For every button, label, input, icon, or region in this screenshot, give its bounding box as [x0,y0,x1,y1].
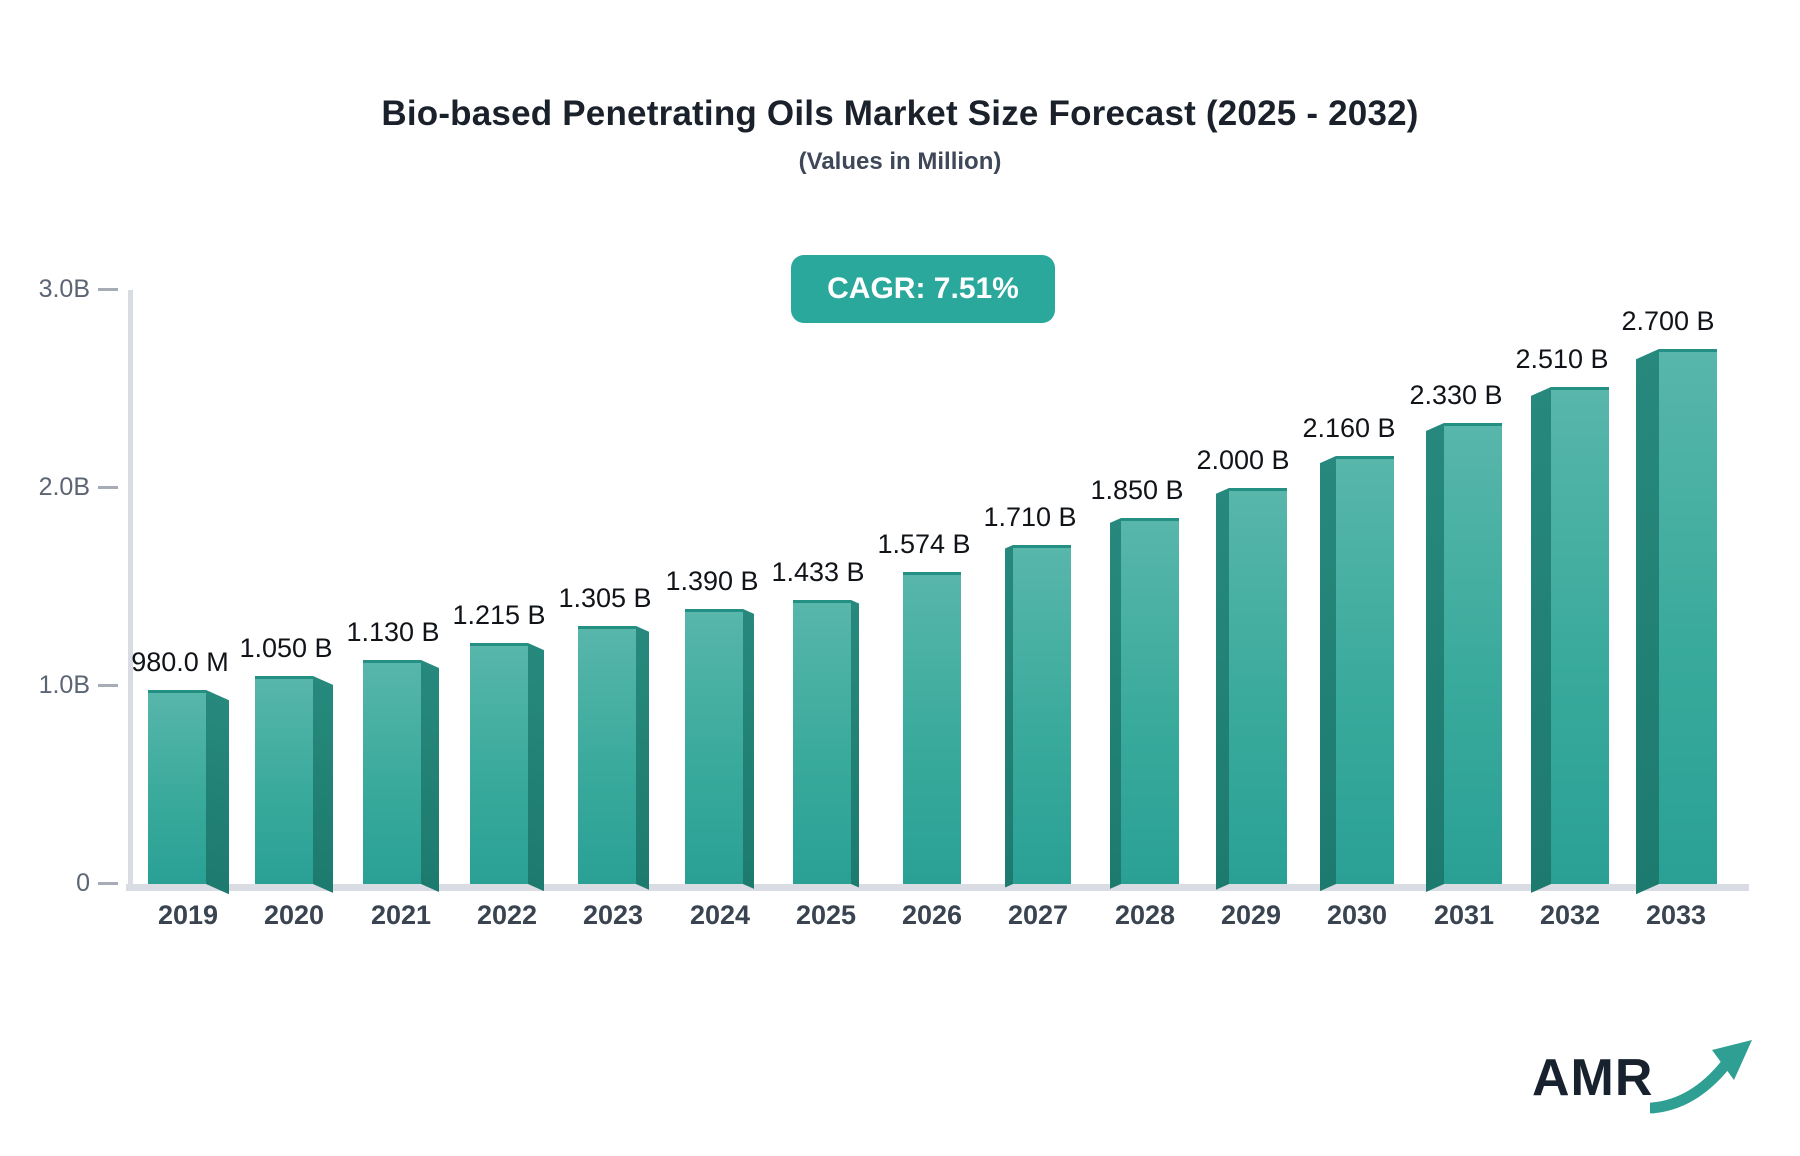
bar-value-label: 2.000 B [1196,445,1290,475]
chart-subtitle: (Values in Million) [798,148,1002,175]
y-tick-label: 0 [76,869,90,897]
x-axis-line [126,884,1749,891]
bar-side-face [206,690,229,895]
bar-side-face [421,660,439,893]
bar[interactable] [1444,423,1502,884]
bar-side-face [636,626,649,890]
amr-logo-text: AMR [1532,1049,1654,1107]
bar[interactable] [255,676,313,884]
x-axis-label: 2022 [476,900,538,930]
bar[interactable] [1229,488,1287,884]
bar-value-label: 1.390 B [665,566,759,596]
bar-side-face [743,609,754,889]
x-axis-label: 2028 [1114,900,1176,930]
bar-side-face [528,643,544,892]
x-axis-label: 2027 [1007,900,1069,930]
chart-title: Bio-based Penetrating Oils Market Size F… [381,94,1419,133]
x-axis-label: 2032 [1539,900,1601,930]
x-axis-label: 2024 [689,900,751,930]
bar-value-label: 980.0 M [131,647,229,677]
bar-side-face [1636,349,1659,895]
y-tick [98,882,118,885]
cagr-badge-label: CAGR: 7.51% [827,272,1019,305]
bar[interactable] [363,660,421,884]
cagr-badge: CAGR: 7.51% [791,255,1055,323]
bar-value-label: 1.050 B [239,633,333,663]
bar-side-face [1320,456,1336,892]
x-axis-label: 2025 [795,900,857,930]
bar-value-label: 1.710 B [983,502,1077,532]
bar-side-face [1531,387,1551,893]
y-tick-label: 1.0B [38,671,90,699]
bar-value-label: 1.433 B [771,557,865,587]
bar[interactable] [1659,349,1717,884]
bar-side-face [1110,518,1121,889]
x-axis-label: 2030 [1326,900,1388,930]
x-axis-label: 2026 [901,900,963,930]
y-tick [98,486,118,489]
bar-side-face [1005,545,1013,888]
bar[interactable] [1336,456,1394,884]
bar[interactable] [793,600,851,884]
bar-value-label: 2.330 B [1409,380,1503,410]
bar-value-label: 1.574 B [877,529,971,559]
y-tick-label: 2.0B [38,473,90,501]
bar[interactable] [470,643,528,884]
x-axis-label: 2019 [157,900,219,930]
bar-value-label: 1.130 B [346,617,440,647]
bar[interactable] [1121,518,1179,884]
amr-logo: AMR [1532,1038,1752,1118]
bar[interactable] [685,609,743,884]
x-axis-label: 2023 [582,900,644,930]
y-tick [98,684,118,687]
bar[interactable] [1551,387,1609,884]
bar-value-label: 2.160 B [1302,413,1396,443]
x-axis-label: 2031 [1433,900,1495,930]
bar[interactable] [1013,545,1071,884]
bar-side-face [1216,488,1229,890]
bar[interactable] [148,690,206,884]
y-axis-line [128,290,133,884]
bar-side-face [1426,423,1444,893]
bar[interactable] [903,572,961,884]
y-tick-label: 3.0B [38,275,90,303]
bar-side-face [313,676,333,893]
x-axis-label: 2020 [263,900,325,930]
bar-value-label: 2.700 B [1621,306,1715,336]
x-axis-label: 2033 [1645,900,1707,930]
logo-arrow-icon [1650,1040,1752,1114]
x-axis-label: 2029 [1220,900,1282,930]
bar-side-face [851,600,859,888]
bar-value-label: 2.510 B [1515,344,1609,374]
bar-value-label: 1.850 B [1090,475,1184,505]
bar-value-label: 1.305 B [558,583,652,613]
x-axis-label: 2021 [370,900,432,930]
bar-value-label: 1.215 B [452,600,546,630]
bar[interactable] [578,626,636,884]
y-tick [98,288,118,291]
